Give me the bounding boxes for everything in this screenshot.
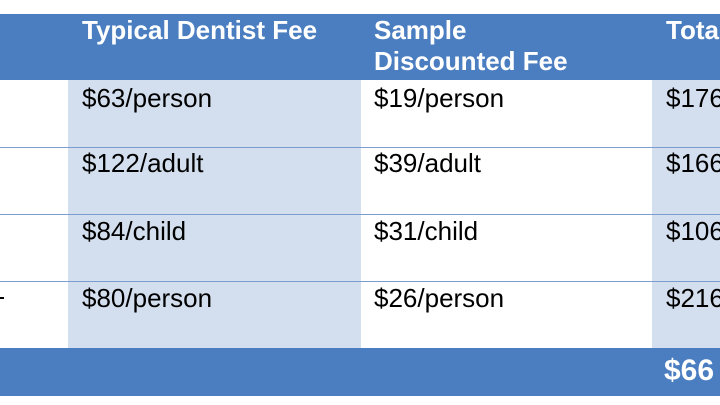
table-cell-discounted-fee: $26/person: [374, 283, 505, 313]
table-cell-typical-fee: $122/adult: [82, 148, 204, 178]
table-cell-discounted-fee: $19/person: [374, 83, 505, 113]
table-cell-typical-fee: $63/person: [82, 83, 213, 113]
table-cell-total: $106: [666, 216, 720, 246]
table-total-row: [0, 348, 720, 396]
table-cell-typical-fee: $80/person: [82, 283, 213, 313]
truncated-label-fragment: [0, 297, 4, 299]
row-divider: [0, 147, 720, 148]
table-cell-discounted-fee: $31/child: [374, 216, 479, 246]
header-sample-discounted-fee: Sample Discounted Fee: [374, 15, 568, 76]
table-cell-total: $176: [666, 83, 720, 113]
table-cell-discounted-fee: $39/adult: [374, 148, 481, 178]
table-cell-typical-fee: $84/child: [82, 216, 187, 246]
row-divider: [0, 214, 720, 215]
grand-total-value: $66: [664, 354, 715, 387]
table-cell-total: $216: [666, 283, 720, 313]
header-total: Tota: [666, 15, 719, 45]
row-divider: [0, 281, 720, 282]
table-header-row: Typical Dentist Fee Sample Discounted Fe…: [0, 14, 720, 80]
header-typical-dentist-fee: Typical Dentist Fee: [82, 15, 318, 45]
table-cell-total: $166: [666, 148, 720, 178]
